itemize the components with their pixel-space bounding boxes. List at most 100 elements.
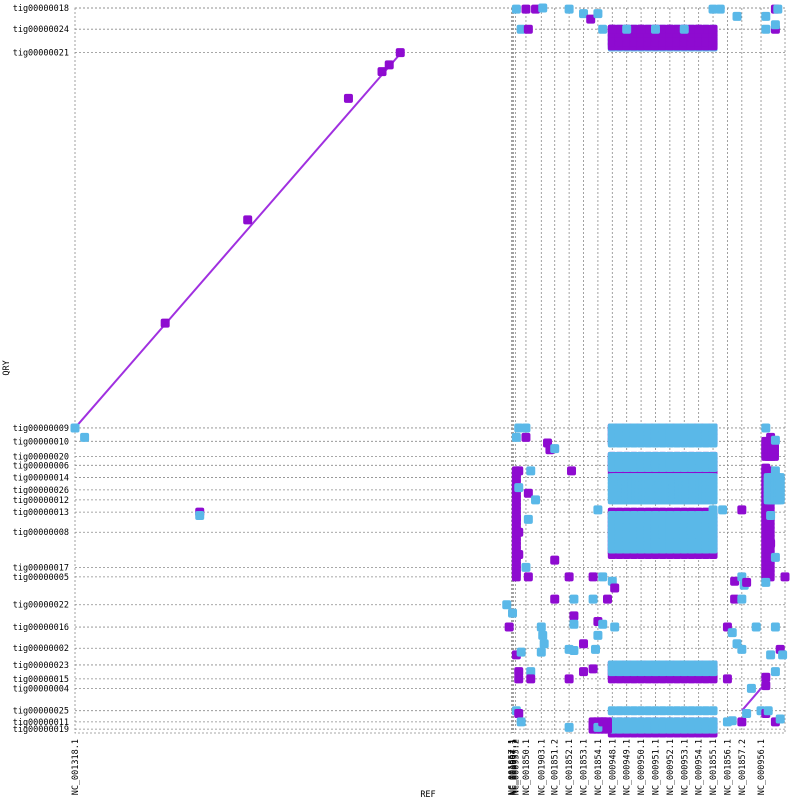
reverse-alignment-point (694, 717, 704, 727)
x-tick-label: NC_001853.1 (580, 739, 590, 795)
reverse-alignment-point (686, 511, 696, 520)
forward-alignment-point (550, 555, 560, 565)
forward-alignment-point (343, 93, 353, 103)
x-tick-labels: NC_001318.1 NC_001857.1NC_001904.1 NC_0009… (71, 739, 767, 795)
reverse-alignment-point (70, 423, 80, 433)
forward-alignment-point (564, 674, 574, 684)
forward-alignment-point (722, 674, 732, 684)
forward-alignment-point (521, 4, 531, 14)
reverse-alignment-point (679, 451, 689, 461)
reverse-alignment-point (629, 717, 639, 727)
y-tick-label: tig00000012 (13, 496, 69, 506)
y-tick-label: tig00000020 (13, 452, 69, 462)
forward-alignment-point (730, 594, 740, 604)
forward-alignment-point (607, 24, 617, 34)
reverse-alignment-point (650, 423, 660, 433)
reverse-alignment-point (761, 24, 771, 34)
reverse-alignment-point (658, 423, 668, 433)
x-axis-title: REF (420, 790, 435, 800)
forward-alignment-point (377, 67, 387, 77)
reverse-alignment-point (636, 660, 646, 670)
reverse-alignment-point (514, 483, 524, 493)
forward-alignment-point (523, 488, 533, 498)
reverse-alignment-point (679, 706, 689, 716)
reverse-alignment-point (770, 435, 780, 445)
forward-alignment-point (514, 674, 524, 684)
reverse-alignment-point (665, 660, 675, 670)
reverse-alignment-point (526, 667, 536, 677)
reverse-alignment-point (658, 451, 668, 461)
alignment-points (70, 3, 790, 738)
y-tick-label: tig00000005 (13, 573, 69, 583)
reverse-alignment-point (643, 717, 653, 727)
x-tick-label: NC_001855.1 (709, 739, 719, 795)
reverse-alignment-point (672, 717, 682, 727)
reverse-alignment-point (622, 24, 632, 34)
forward-alignment-point (514, 708, 524, 718)
forward-alignment-point (504, 622, 514, 632)
reverse-alignment-point (679, 24, 689, 34)
reverse-alignment-point (658, 706, 668, 716)
reverse-alignment-point (614, 706, 624, 716)
reverse-alignment-point (536, 622, 546, 632)
forward-alignment-point (588, 664, 598, 674)
reverse-alignment-point (679, 423, 689, 433)
reverse-alignment-point (701, 660, 711, 670)
reverse-alignment-point (593, 630, 603, 640)
x-tick-label: NC_001904.1 (509, 739, 519, 795)
reverse-alignment-point (686, 717, 696, 727)
x-tick-label: NC_001856.1 (723, 739, 733, 795)
reverse-alignment-point (761, 423, 771, 433)
reverse-alignment-point (686, 660, 696, 670)
reverse-alignment-point (679, 660, 689, 670)
reverse-alignment-point (614, 451, 624, 461)
reverse-alignment-point (658, 717, 668, 727)
reverse-alignment-point (708, 660, 718, 670)
reverse-alignment-point (694, 706, 704, 716)
reverse-alignment-point (622, 706, 632, 716)
forward-alignment-point (737, 505, 747, 515)
y-tick-label: tig00000002 (13, 644, 69, 654)
forward-alignment-point (523, 572, 533, 582)
reverse-alignment-point (708, 473, 718, 483)
reverse-alignment-point (516, 24, 526, 34)
y-tick-label: tig00000017 (13, 563, 69, 573)
x-tick-label: NC_000950.1 (637, 739, 647, 795)
x-tick-label: NC_001318.1 (71, 739, 81, 795)
alignment-segment (74, 51, 402, 429)
x-tick-label: NC_000948.1 (608, 739, 618, 795)
reverse-alignment-point (665, 511, 675, 520)
y-tick-label: tig00000015 (13, 675, 69, 685)
forward-alignment-point (531, 4, 541, 14)
reverse-alignment-point (718, 505, 728, 515)
reverse-alignment-point (727, 628, 737, 638)
reverse-alignment-point (607, 451, 617, 461)
reverse-alignment-point (629, 706, 639, 716)
reverse-alignment-point (701, 423, 711, 433)
reverse-alignment-point (737, 644, 747, 654)
reverse-alignment-point (593, 505, 603, 515)
reverse-alignment-point (636, 423, 646, 433)
forward-alignment-point (672, 24, 682, 34)
reverse-alignment-point (672, 423, 682, 433)
forward-alignment-point (588, 572, 598, 582)
forward-alignment-point (686, 24, 696, 34)
reverse-alignment-point (672, 451, 682, 461)
reverse-alignment-point (579, 9, 589, 19)
y-tick-label: tig00000004 (13, 684, 69, 694)
forward-alignment-point (766, 538, 776, 548)
forward-alignment-point (567, 466, 577, 476)
reverse-alignment-point (773, 4, 783, 14)
forward-alignment-point (665, 24, 675, 34)
forward-alignment-point (160, 318, 170, 328)
reverse-alignment-point (523, 514, 533, 524)
reverse-alignment-point (629, 660, 639, 670)
x-tick-label: NC_001857.1 (508, 739, 518, 795)
reverse-alignment-point (598, 24, 608, 34)
forward-alignment-point (579, 639, 589, 649)
reverse-alignment-point (614, 660, 624, 670)
forward-alignment-point (643, 24, 653, 34)
reverse-alignment-point (629, 451, 639, 461)
reverse-alignment-point (569, 594, 579, 604)
reverse-alignment-point (614, 423, 624, 433)
